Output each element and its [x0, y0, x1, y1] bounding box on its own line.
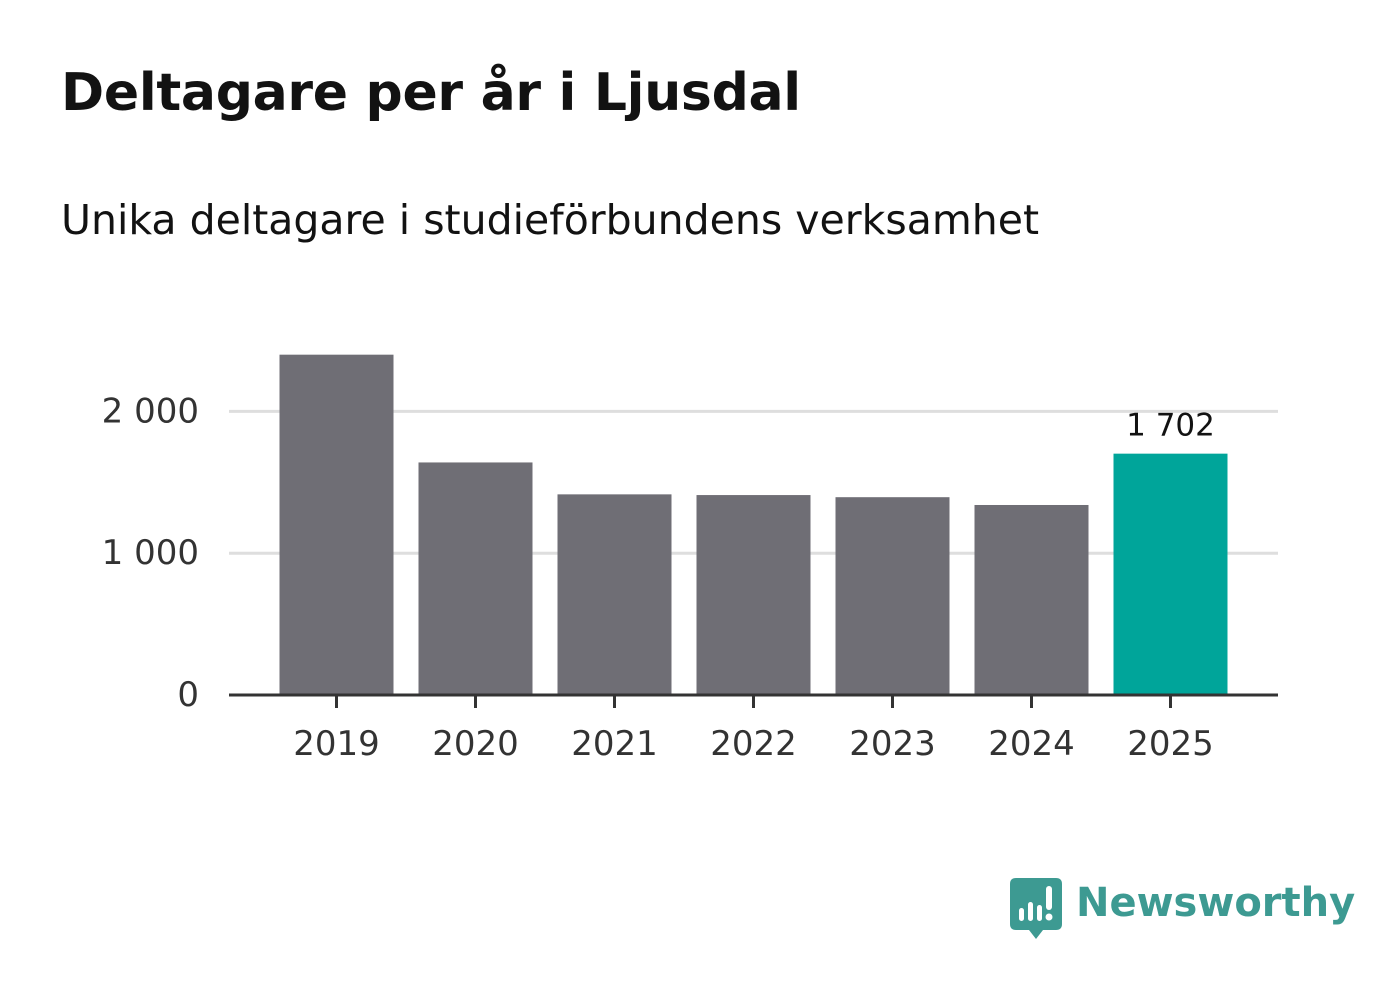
brand-logo: Newsworthy [1010, 878, 1355, 940]
bar-2024 [974, 504, 1089, 695]
chart-subtitle: Unika deltagare i studieförbundens verks… [61, 196, 1040, 244]
x-tick-label: 2023 [849, 724, 936, 764]
bar-2019 [279, 354, 394, 695]
x-tick-label: 2022 [710, 724, 797, 764]
bars [279, 354, 1228, 695]
y-tick-label: 1 000 [102, 533, 199, 573]
x-tick-label: 2019 [293, 724, 380, 764]
x-axis-ticks: 2019 2020 2021 2022 2023 2024 2025 [293, 695, 1214, 764]
x-tick-label: 2024 [988, 724, 1075, 764]
bar-2020 [418, 462, 533, 695]
bar-2023 [835, 497, 950, 695]
x-tick-label: 2025 [1127, 724, 1214, 764]
newsworthy-logo-icon [1010, 878, 1062, 939]
data-labels: 1 702 [1126, 408, 1215, 444]
brand-name: Newsworthy [1076, 880, 1356, 926]
bar-2025 [1113, 453, 1228, 695]
y-axis-ticks: 0 1 000 2 000 [102, 391, 199, 715]
bar-2021 [557, 494, 672, 695]
bar-2022 [696, 495, 811, 695]
chart-title: Deltagare per år i Ljusdal [61, 63, 801, 123]
y-tick-label: 2 000 [102, 391, 199, 431]
y-tick-label: 0 [177, 675, 199, 715]
bar-chart: 0 1 000 2 000 2019 2020 2021 2022 2023 2024 2025… [102, 354, 1278, 764]
data-label-2025: 1 702 [1126, 408, 1215, 444]
x-tick-label: 2021 [571, 724, 658, 764]
x-tick-label: 2020 [432, 724, 519, 764]
